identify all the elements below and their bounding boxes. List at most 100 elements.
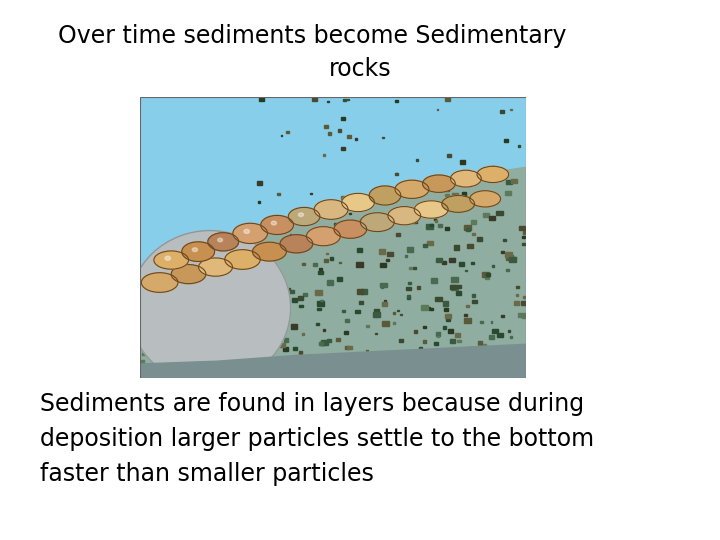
Bar bbox=[148, 301, 152, 305]
Bar bbox=[339, 262, 341, 263]
Bar bbox=[492, 166, 494, 167]
Bar bbox=[302, 262, 305, 265]
Bar bbox=[361, 289, 367, 294]
Bar bbox=[330, 257, 333, 260]
Bar bbox=[327, 235, 330, 238]
Bar bbox=[343, 99, 346, 101]
Bar bbox=[258, 201, 260, 203]
Bar bbox=[508, 330, 510, 332]
Bar bbox=[281, 134, 282, 136]
Bar bbox=[199, 281, 204, 286]
Bar bbox=[183, 313, 189, 317]
Bar bbox=[375, 333, 377, 334]
Bar bbox=[484, 364, 487, 367]
Bar bbox=[248, 290, 253, 294]
Bar bbox=[506, 347, 513, 352]
Bar bbox=[273, 368, 278, 372]
Bar bbox=[374, 316, 377, 318]
Bar bbox=[161, 290, 165, 293]
Bar bbox=[222, 278, 225, 280]
Bar bbox=[501, 251, 505, 253]
Bar bbox=[396, 233, 400, 236]
Bar bbox=[408, 282, 411, 285]
Bar bbox=[440, 350, 446, 355]
Bar bbox=[387, 259, 390, 261]
Bar bbox=[414, 330, 418, 333]
Bar bbox=[317, 301, 323, 306]
Bar bbox=[320, 342, 325, 346]
Bar bbox=[445, 314, 451, 319]
Bar bbox=[464, 319, 471, 323]
Bar bbox=[512, 366, 517, 369]
Ellipse shape bbox=[288, 207, 320, 226]
Bar bbox=[338, 130, 341, 132]
Bar bbox=[523, 231, 527, 234]
Bar bbox=[228, 371, 232, 374]
Bar bbox=[344, 319, 349, 322]
Bar bbox=[450, 340, 455, 343]
Bar bbox=[280, 298, 285, 301]
Bar bbox=[343, 331, 348, 334]
Bar bbox=[322, 374, 325, 376]
Bar bbox=[477, 341, 482, 344]
Bar bbox=[428, 307, 431, 309]
Bar bbox=[323, 259, 328, 262]
Bar bbox=[341, 117, 345, 120]
Bar bbox=[205, 270, 210, 274]
Ellipse shape bbox=[414, 201, 448, 218]
Bar bbox=[262, 364, 264, 366]
Bar bbox=[374, 226, 378, 228]
Bar bbox=[289, 289, 294, 293]
Bar bbox=[257, 360, 263, 365]
Bar bbox=[522, 243, 525, 245]
Bar bbox=[342, 310, 345, 312]
Bar bbox=[326, 253, 328, 254]
Bar bbox=[467, 228, 470, 231]
Bar bbox=[479, 357, 481, 359]
Bar bbox=[382, 302, 387, 306]
Bar bbox=[302, 242, 305, 245]
Bar bbox=[427, 354, 433, 358]
Bar bbox=[387, 252, 392, 256]
Ellipse shape bbox=[388, 207, 420, 225]
Bar bbox=[492, 351, 496, 354]
Bar bbox=[472, 233, 475, 235]
Bar bbox=[248, 308, 250, 309]
Bar bbox=[210, 375, 216, 379]
Bar bbox=[433, 342, 438, 345]
Ellipse shape bbox=[141, 273, 178, 292]
Bar bbox=[449, 258, 454, 262]
Bar bbox=[443, 327, 446, 329]
Bar bbox=[347, 346, 352, 349]
Ellipse shape bbox=[154, 251, 189, 269]
Bar bbox=[374, 309, 379, 313]
Bar bbox=[489, 215, 495, 220]
Bar bbox=[491, 371, 498, 375]
Bar bbox=[337, 278, 342, 281]
Bar bbox=[393, 322, 395, 323]
Bar bbox=[240, 340, 244, 343]
Bar bbox=[183, 349, 185, 351]
Bar bbox=[313, 263, 318, 266]
Bar bbox=[198, 328, 203, 331]
Bar bbox=[472, 294, 475, 297]
Bar bbox=[220, 346, 225, 350]
Bar bbox=[299, 351, 302, 354]
Bar bbox=[302, 333, 305, 335]
Bar bbox=[454, 333, 460, 338]
Bar bbox=[233, 319, 238, 322]
Bar bbox=[375, 188, 377, 190]
Bar bbox=[275, 303, 277, 305]
Ellipse shape bbox=[182, 242, 215, 261]
Bar bbox=[390, 361, 393, 363]
Bar bbox=[381, 286, 384, 288]
Bar bbox=[459, 262, 464, 266]
Bar bbox=[138, 323, 144, 328]
Bar bbox=[506, 352, 508, 354]
Bar bbox=[292, 298, 297, 302]
Bar bbox=[395, 173, 398, 176]
Bar bbox=[418, 208, 423, 212]
Bar bbox=[456, 291, 462, 295]
Bar bbox=[323, 205, 327, 208]
Bar bbox=[503, 174, 507, 177]
